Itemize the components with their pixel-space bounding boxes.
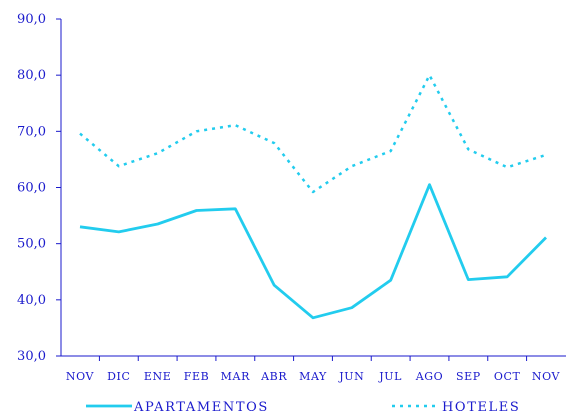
x-tick-label: AGO (415, 370, 444, 383)
x-tick-label: ENE (144, 370, 172, 383)
x-tick-label: OCT (494, 370, 521, 383)
legend: APARTAMENTOS HOTELES (86, 400, 520, 415)
y-tick-label: 70,0 (17, 124, 46, 139)
y-tick-label: 30,0 (17, 349, 46, 364)
y-tick-label: 50,0 (17, 237, 46, 252)
x-tick-label: DIC (107, 370, 130, 383)
x-tick-label: JUN (338, 370, 364, 383)
legend-label: APARTAMENTOS (133, 400, 269, 414)
y-tick-label: 60,0 (17, 181, 46, 196)
legend-label: HOTELES (442, 400, 520, 414)
y-tick-label: 40,0 (17, 293, 46, 308)
y-tick-label: 80,0 (17, 68, 46, 83)
x-tick-label: MAY (299, 370, 327, 383)
series-line-hoteles (79, 73, 547, 194)
x-tick-label: MAR (221, 370, 250, 383)
y-tick-label: 90,0 (17, 12, 46, 27)
x-tick-label: SEP (456, 370, 481, 383)
series-line-apartamentos (79, 183, 547, 320)
x-tick-label: ABR (260, 370, 287, 383)
x-tick-label: JUL (378, 370, 402, 383)
series-lines (79, 73, 547, 320)
x-tick-label: NOV (532, 370, 561, 383)
axes: 30,0 40,0 50,0 60,0 70,0 80,0 90,0 NOV DIC ENE FEB… (17, 12, 566, 383)
x-tick-label: FEB (184, 370, 210, 383)
x-tick-label: NOV (66, 370, 95, 383)
